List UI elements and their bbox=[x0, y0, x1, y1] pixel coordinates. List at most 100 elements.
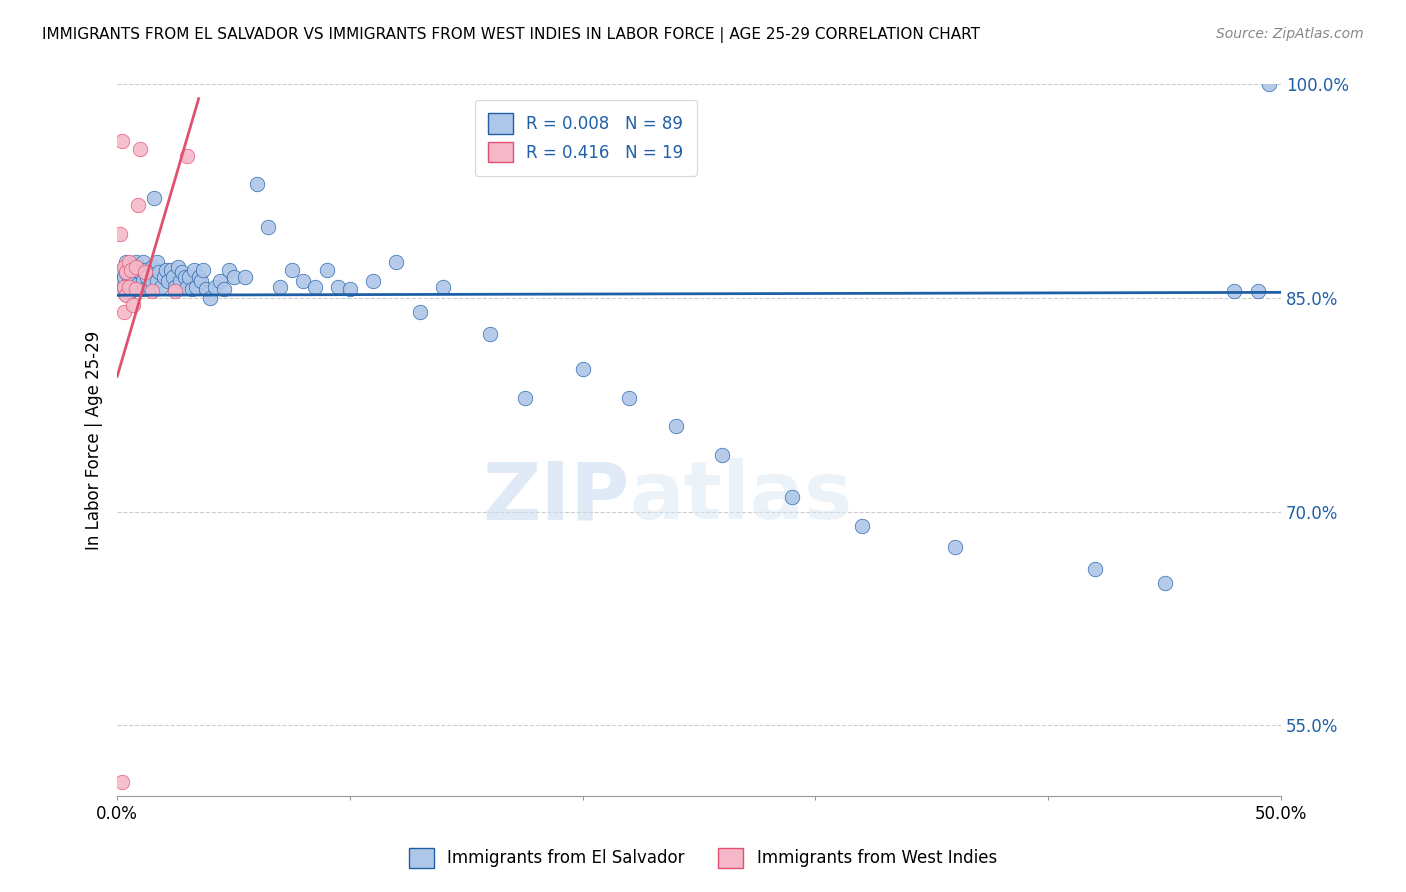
Point bbox=[619, 391, 641, 405]
Point bbox=[122, 260, 145, 274]
Point bbox=[1223, 284, 1246, 298]
Point bbox=[204, 279, 226, 293]
Point bbox=[115, 265, 138, 279]
Point bbox=[141, 274, 163, 288]
Point bbox=[292, 274, 315, 288]
Point bbox=[118, 283, 141, 297]
Point bbox=[112, 279, 135, 293]
Point bbox=[169, 274, 191, 288]
Point bbox=[118, 255, 141, 269]
Point bbox=[200, 291, 222, 305]
Point bbox=[233, 269, 256, 284]
Point bbox=[129, 283, 152, 297]
Point bbox=[571, 362, 593, 376]
Point bbox=[120, 260, 142, 274]
Point bbox=[115, 288, 138, 302]
Point bbox=[134, 265, 156, 279]
Point bbox=[176, 279, 198, 293]
Point bbox=[385, 255, 408, 269]
Point bbox=[328, 279, 350, 293]
Point bbox=[162, 269, 184, 284]
Point bbox=[339, 283, 361, 297]
Point bbox=[193, 262, 215, 277]
Point bbox=[122, 272, 145, 286]
Point bbox=[108, 227, 131, 241]
Point bbox=[122, 283, 145, 297]
Point bbox=[115, 265, 138, 279]
Point bbox=[186, 279, 208, 293]
Point bbox=[111, 135, 134, 149]
Point bbox=[257, 219, 280, 234]
Point bbox=[1084, 561, 1107, 575]
Legend: Immigrants from El Salvador, Immigrants from West Indies: Immigrants from El Salvador, Immigrants … bbox=[402, 841, 1004, 875]
Point bbox=[125, 279, 148, 293]
Text: IMMIGRANTS FROM EL SALVADOR VS IMMIGRANTS FROM WEST INDIES IN LABOR FORCE | AGE : IMMIGRANTS FROM EL SALVADOR VS IMMIGRANT… bbox=[42, 27, 980, 43]
Point bbox=[281, 262, 304, 277]
Point bbox=[112, 260, 135, 274]
Point bbox=[108, 283, 131, 297]
Point bbox=[179, 269, 201, 284]
Point bbox=[212, 283, 235, 297]
Point bbox=[176, 148, 198, 162]
Text: ZIP: ZIP bbox=[482, 458, 630, 536]
Point bbox=[125, 283, 148, 297]
Point bbox=[159, 262, 181, 277]
Text: Source: ZipAtlas.com: Source: ZipAtlas.com bbox=[1216, 27, 1364, 41]
Point bbox=[780, 491, 803, 505]
Point bbox=[125, 255, 148, 269]
Point bbox=[269, 279, 291, 293]
Point bbox=[150, 279, 173, 293]
Text: atlas: atlas bbox=[630, 458, 852, 536]
Point bbox=[120, 262, 142, 277]
Point bbox=[134, 262, 156, 277]
Point bbox=[134, 283, 156, 297]
Point bbox=[218, 262, 240, 277]
Point bbox=[145, 274, 167, 288]
Point bbox=[112, 269, 135, 284]
Point bbox=[155, 262, 177, 277]
Point bbox=[851, 519, 873, 533]
Point bbox=[1247, 284, 1270, 298]
Point bbox=[111, 274, 134, 288]
Point bbox=[143, 191, 166, 205]
Point bbox=[157, 274, 180, 288]
Point bbox=[222, 269, 245, 284]
Point bbox=[122, 298, 145, 312]
Point bbox=[1153, 575, 1175, 590]
Point bbox=[115, 286, 138, 301]
Point bbox=[145, 255, 167, 269]
Point bbox=[118, 279, 141, 293]
Point bbox=[148, 265, 170, 279]
Point bbox=[111, 262, 134, 277]
Point bbox=[513, 391, 536, 405]
Point bbox=[129, 142, 152, 156]
Point bbox=[173, 269, 195, 284]
Point bbox=[304, 279, 326, 293]
Point bbox=[180, 283, 202, 297]
Point bbox=[141, 260, 163, 274]
Point bbox=[118, 262, 141, 277]
Point bbox=[141, 284, 163, 298]
Point bbox=[111, 775, 134, 789]
Point bbox=[115, 255, 138, 269]
Point bbox=[432, 279, 454, 293]
Point bbox=[246, 177, 269, 191]
Point bbox=[132, 274, 155, 288]
Point bbox=[132, 255, 155, 269]
Point bbox=[118, 274, 141, 288]
Point bbox=[120, 269, 142, 284]
Point bbox=[112, 832, 135, 847]
Point bbox=[129, 265, 152, 279]
Point bbox=[166, 260, 188, 274]
Point bbox=[125, 260, 148, 274]
Point bbox=[190, 274, 212, 288]
Point bbox=[478, 326, 501, 341]
Point bbox=[172, 265, 194, 279]
Legend: R = 0.008   N = 89, R = 0.416   N = 19: R = 0.008 N = 89, R = 0.416 N = 19 bbox=[475, 100, 697, 176]
Point bbox=[194, 283, 217, 297]
Point bbox=[943, 541, 966, 555]
Point bbox=[665, 419, 688, 434]
Point bbox=[127, 198, 149, 212]
Point bbox=[165, 279, 187, 293]
Point bbox=[120, 284, 142, 298]
